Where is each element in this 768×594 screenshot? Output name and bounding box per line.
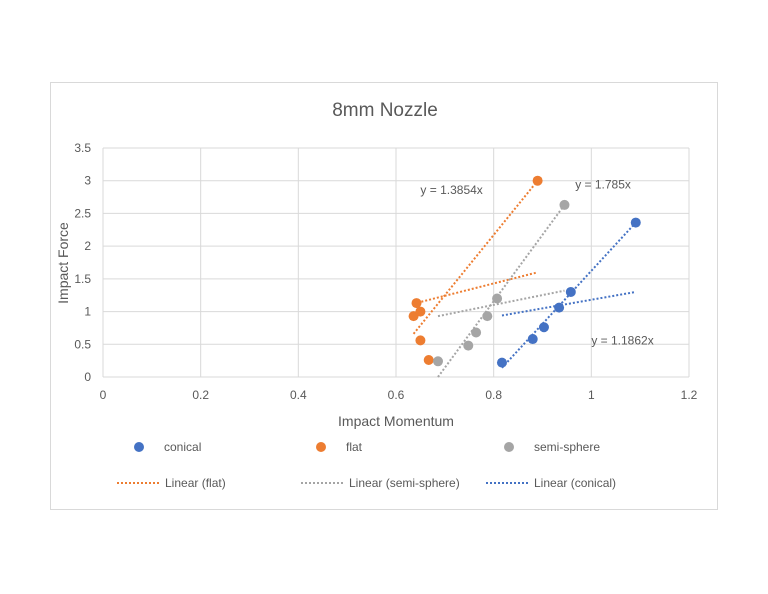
y-axis-label: Impact Force bbox=[55, 222, 71, 304]
trendline-linear-semi-sphere- bbox=[437, 289, 565, 318]
point-semi-sphere bbox=[432, 356, 443, 367]
x-tick-label: 0 bbox=[100, 388, 107, 402]
y-tick-label: 0 bbox=[84, 370, 91, 384]
y-tick-label: 0.5 bbox=[74, 337, 91, 351]
legend-label: flat bbox=[346, 440, 363, 454]
y-tick-label: 2.5 bbox=[74, 206, 91, 220]
chart-svg: 8mm Nozzle 0 0.5 1 1.5 2 2.5 3 3.5 0 0.2 0.4 0.6 0.8… bbox=[55, 100, 698, 490]
y-tick-label: 2 bbox=[84, 239, 91, 253]
trendline-linear-semi-sphere- bbox=[437, 204, 566, 378]
data-points bbox=[408, 175, 641, 368]
point-conical bbox=[565, 286, 576, 297]
x-tick-label: 0.8 bbox=[485, 388, 502, 402]
x-tick-label: 0.2 bbox=[192, 388, 209, 402]
y-tick-label: 1 bbox=[84, 305, 91, 319]
point-flat bbox=[415, 335, 426, 346]
legend-label: Linear (semi-sphere) bbox=[349, 476, 460, 490]
point-conical bbox=[496, 357, 507, 368]
axes: 0 0.5 1 1.5 2 2.5 3 3.5 0 0.2 0.4 0.6 0.8 1 1.2 bbox=[74, 141, 697, 402]
x-axis-label: Impact Momentum bbox=[338, 413, 454, 429]
legend: conical flat semi-sphere Linear (flat) Linea… bbox=[117, 440, 616, 490]
trendline-equation: y = 1.1862x bbox=[591, 333, 653, 347]
point-conical bbox=[554, 302, 565, 313]
legend-marker bbox=[316, 442, 326, 452]
point-semi-sphere bbox=[463, 340, 474, 351]
trendline-equation: y = 1.785x bbox=[575, 178, 631, 192]
chart-frame: 8mm Nozzle 0 0.5 1 1.5 2 2.5 3 3.5 0 0.2 0.4 0.6 0.8… bbox=[50, 82, 718, 510]
legend-marker bbox=[134, 442, 144, 452]
trendline-equation: y = 1.3854x bbox=[420, 183, 482, 197]
trendline-linear-flat- bbox=[412, 180, 539, 335]
point-flat bbox=[415, 306, 426, 317]
trendline-linear-conical- bbox=[501, 221, 637, 369]
point-conical bbox=[538, 322, 549, 333]
equation-labels: y = 1.3854x y = 1.785x y = 1.1862x bbox=[420, 178, 653, 348]
trendline-linear-flat- bbox=[413, 271, 538, 305]
point-semi-sphere bbox=[559, 199, 570, 210]
y-tick-label: 1.5 bbox=[74, 272, 91, 286]
legend-label: conical bbox=[164, 440, 201, 454]
point-conical bbox=[630, 217, 641, 228]
x-tick-label: 0.6 bbox=[388, 388, 405, 402]
point-semi-sphere bbox=[471, 327, 482, 338]
point-flat bbox=[411, 298, 422, 309]
legend-label: Linear (flat) bbox=[165, 476, 226, 490]
trendline-linear-conical- bbox=[501, 290, 636, 317]
point-flat bbox=[532, 175, 543, 186]
legend-label: Linear (conical) bbox=[534, 476, 616, 490]
y-tick-label: 3 bbox=[84, 174, 91, 188]
legend-label: semi-sphere bbox=[534, 440, 600, 454]
trendlines bbox=[412, 180, 637, 378]
point-semi-sphere bbox=[492, 293, 503, 304]
point-flat bbox=[423, 354, 434, 365]
point-semi-sphere bbox=[482, 311, 493, 322]
x-tick-label: 1.2 bbox=[681, 388, 698, 402]
y-tick-label: 3.5 bbox=[74, 141, 91, 155]
x-tick-label: 1 bbox=[588, 388, 595, 402]
legend-marker bbox=[504, 442, 514, 452]
x-tick-label: 0.4 bbox=[290, 388, 307, 402]
gridlines bbox=[102, 147, 690, 378]
chart-title: 8mm Nozzle bbox=[332, 100, 438, 121]
point-conical bbox=[527, 334, 538, 345]
